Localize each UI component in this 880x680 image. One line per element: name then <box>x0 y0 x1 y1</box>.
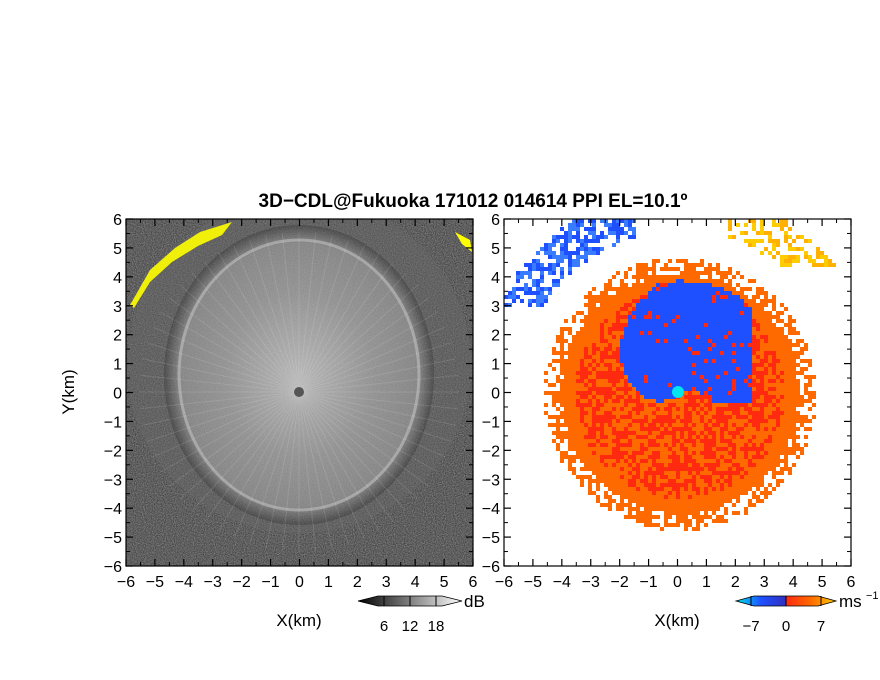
chart-title: 3D−CDL@Fukuoka 171012 014614 PPI EL=10.1… <box>259 191 688 212</box>
y-tick-label: 4 <box>113 270 122 287</box>
reflectivity-ticks: −6 −5 −4 −3 −2 −1 0 1 2 3 4 5 6 −6 −5 −4 −3 −2 −1 0 1 2 3 4 5 6 <box>104 212 478 591</box>
velocity-colorbar: −7 0 7 ms −1 <box>734 590 879 635</box>
x-tick-label: −1 <box>639 574 657 591</box>
y-tick-label: −1 <box>104 414 122 431</box>
x-tick-label: 4 <box>411 574 420 591</box>
x-tick-label: 6 <box>847 574 856 591</box>
y-tick-label: 3 <box>113 299 122 316</box>
x-tick-label: −3 <box>582 574 600 591</box>
velocity-colorbar-unit-exp: −1 <box>866 590 879 602</box>
y-tick-label: −4 <box>482 501 500 518</box>
y-tick-label: −5 <box>104 530 122 547</box>
y-tick-label: 4 <box>491 270 500 287</box>
velocity-xlabel: X(km) <box>654 611 699 630</box>
y-tick-label: 3 <box>491 299 500 316</box>
y-tick-label: −2 <box>104 443 122 460</box>
velocity-colorbar-unit: ms <box>839 592 862 611</box>
colorbar-tick-label: 7 <box>817 618 825 635</box>
x-tick-label: −5 <box>146 574 164 591</box>
y-tick-label: −6 <box>482 559 500 576</box>
y-tick-label: −3 <box>482 472 500 489</box>
y-tick-label: 2 <box>491 328 500 345</box>
x-tick-label: 3 <box>760 574 769 591</box>
x-tick-label: 0 <box>295 574 304 591</box>
y-tick-label: 1 <box>491 357 500 374</box>
x-tick-label: −4 <box>175 574 193 591</box>
velocity-ticks: −6 −5 −4 −3 −2 −1 0 1 2 3 4 5 6 −6 −5 −4 −3 −2 −1 0 1 2 3 4 5 6 <box>482 212 856 591</box>
colorbar-tick-label: 18 <box>428 618 445 635</box>
x-tick-label: 2 <box>353 574 362 591</box>
x-tick-label: 1 <box>324 574 333 591</box>
x-tick-label: −6 <box>495 574 513 591</box>
x-tick-label: 1 <box>702 574 711 591</box>
x-tick-label: −5 <box>524 574 542 591</box>
y-tick-label: −5 <box>482 530 500 547</box>
x-tick-label: 5 <box>440 574 449 591</box>
x-tick-label: 2 <box>731 574 740 591</box>
x-tick-label: −2 <box>233 574 251 591</box>
y-tick-label: 5 <box>491 241 500 258</box>
colorbar-tick-label: 6 <box>380 618 388 635</box>
y-tick-label: 6 <box>113 212 122 229</box>
x-tick-label: 0 <box>673 574 682 591</box>
y-tick-label: −2 <box>482 443 500 460</box>
x-tick-label: −6 <box>117 574 135 591</box>
x-tick-label: 3 <box>382 574 391 591</box>
colorbar-tick-label: 0 <box>782 618 790 635</box>
x-tick-label: 4 <box>789 574 798 591</box>
x-tick-label: −3 <box>204 574 222 591</box>
colorbar-tick-label: −7 <box>742 618 759 635</box>
x-tick-label: 5 <box>818 574 827 591</box>
y-tick-label: 2 <box>113 328 122 345</box>
reflectivity-xlabel: X(km) <box>276 611 321 630</box>
y-tick-label: 6 <box>491 212 500 229</box>
velocity-image <box>504 219 851 566</box>
x-tick-label: 6 <box>469 574 478 591</box>
x-tick-label: −1 <box>261 574 279 591</box>
velocity-panel: −6 −5 −4 −3 −2 −1 0 1 2 3 4 5 6 −6 −5 −4 −3 −2 −1 0 1 2 3 4 5 6 X… <box>482 212 879 635</box>
reflectivity-colorbar: 6 12 18 dB <box>357 592 485 635</box>
y-tick-label: 1 <box>113 357 122 374</box>
reflectivity-image <box>126 219 473 566</box>
y-tick-label: 0 <box>113 386 122 403</box>
reflectivity-colorbar-unit: dB <box>464 592 485 611</box>
y-tick-label: −6 <box>104 559 122 576</box>
reflectivity-ylabel: Y(km) <box>59 369 78 414</box>
colorbar-tick-label: 12 <box>402 618 419 635</box>
y-tick-label: −1 <box>482 414 500 431</box>
y-tick-label: −4 <box>104 501 122 518</box>
y-tick-label: −3 <box>104 472 122 489</box>
x-tick-label: −4 <box>553 574 571 591</box>
x-tick-label: −2 <box>611 574 629 591</box>
y-tick-label: 0 <box>491 386 500 403</box>
y-tick-label: 5 <box>113 241 122 258</box>
